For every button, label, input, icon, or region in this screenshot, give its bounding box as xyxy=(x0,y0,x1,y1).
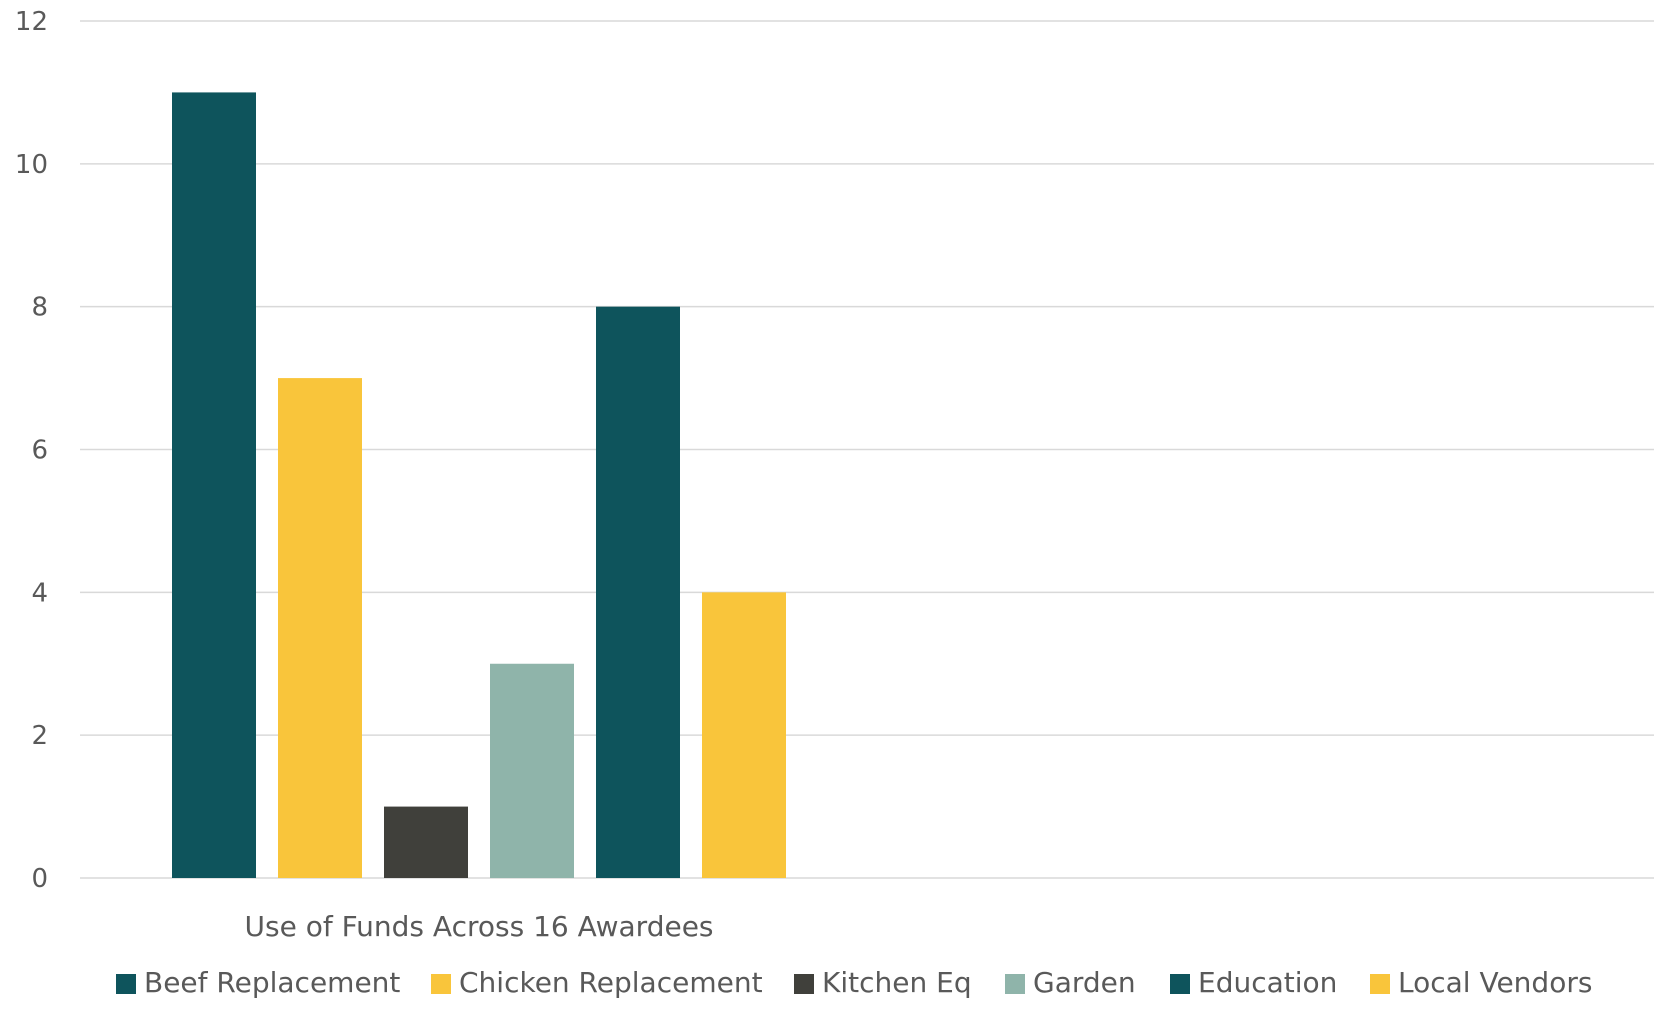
legend: Beef Replacement Chicken Replacement Kitch… xyxy=(116,966,1592,999)
y-axis-ticks: 0 2 4 6 8 10 12 xyxy=(15,7,48,894)
legend-item: Garden xyxy=(1005,966,1136,999)
y-tick-label: 0 xyxy=(31,864,48,894)
legend-swatch xyxy=(1005,974,1025,994)
bar-garden xyxy=(490,663,574,878)
bar-local-vendors xyxy=(702,592,786,878)
legend-swatch xyxy=(431,974,451,994)
bar-chicken-replacement xyxy=(278,378,362,878)
y-tick-label: 2 xyxy=(31,721,48,751)
legend-item: Kitchen Eq xyxy=(794,966,972,999)
legend-item: Chicken Replacement xyxy=(431,966,763,999)
y-tick-label: 6 xyxy=(31,436,48,466)
bars xyxy=(172,92,786,879)
category-label: Use of Funds Across 16 Awardees xyxy=(244,910,713,943)
y-tick-label: 4 xyxy=(31,578,48,608)
legend-swatch xyxy=(1170,974,1190,994)
y-tick-label: 8 xyxy=(31,293,48,323)
legend-item: Local Vendors xyxy=(1370,966,1592,999)
legend-swatch xyxy=(1370,974,1390,994)
legend-swatch xyxy=(116,974,136,994)
legend-item: Education xyxy=(1170,966,1337,999)
legend-label: Local Vendors xyxy=(1398,966,1592,999)
bar-beef-replacement xyxy=(172,92,256,878)
legend-label: Garden xyxy=(1033,966,1136,999)
y-tick-label: 12 xyxy=(15,7,48,37)
legend-swatch xyxy=(794,974,814,994)
bar-education xyxy=(596,306,680,879)
legend-label: Beef Replacement xyxy=(144,966,400,999)
legend-item: Beef Replacement xyxy=(116,966,400,999)
legend-label: Kitchen Eq xyxy=(822,966,972,999)
bar-kitchen-eq xyxy=(384,806,468,878)
legend-label: Education xyxy=(1198,966,1337,999)
legend-label: Chicken Replacement xyxy=(459,966,763,999)
y-tick-label: 10 xyxy=(15,150,48,180)
